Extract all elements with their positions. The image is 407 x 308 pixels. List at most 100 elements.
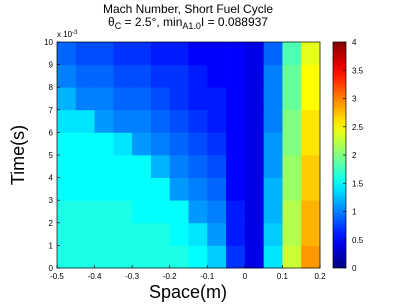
- colorbar-tick-label: 0: [352, 264, 357, 273]
- heat-cell: [282, 245, 302, 269]
- y-tick-label: 6: [49, 128, 54, 137]
- heat-cell: [207, 200, 227, 224]
- heat-cell: [301, 64, 321, 88]
- x-tick-label: -0.3: [125, 272, 139, 281]
- heat-cell: [75, 155, 95, 178]
- heat-cell: [263, 155, 283, 178]
- heat-cell: [282, 42, 302, 65]
- heat-cell: [169, 42, 189, 65]
- heat-cell: [150, 109, 171, 133]
- heat-cell: [132, 155, 152, 178]
- heat-cell: [94, 177, 114, 201]
- y-tick-label: 0: [49, 264, 54, 273]
- heat-cell: [188, 155, 208, 178]
- heat-cell: [57, 245, 77, 269]
- colorbar-tick-label: 3.5: [352, 66, 364, 75]
- x-tick-label: -0.1: [200, 272, 214, 281]
- heat-cell: [150, 64, 171, 88]
- heat-cell: [132, 109, 152, 133]
- heat-cell: [169, 64, 189, 88]
- heat-cell: [150, 222, 171, 246]
- heat-cell: [263, 177, 283, 201]
- subtitle-part: θ: [108, 15, 115, 29]
- heat-cell: [75, 245, 95, 269]
- heat-cell: [132, 64, 152, 88]
- heat-cell: [132, 222, 152, 246]
- heat-cell: [188, 177, 208, 201]
- heat-cell: [301, 109, 321, 133]
- heat-cell: [244, 245, 265, 269]
- heat-cell: [113, 87, 133, 111]
- heat-cell: [150, 200, 171, 224]
- heat-cell: [263, 64, 283, 88]
- heat-cell: [94, 200, 114, 224]
- heat-cell: [282, 222, 302, 246]
- heat-cell: [169, 245, 189, 269]
- heat-cell: [301, 177, 321, 201]
- heat-cell: [207, 109, 227, 133]
- heat-cell: [94, 245, 114, 269]
- heat-cell: [169, 155, 189, 178]
- heat-cell: [113, 42, 133, 65]
- heat-cell: [226, 64, 246, 88]
- heat-cell: [282, 155, 302, 178]
- heat-cell: [113, 177, 133, 201]
- heat-cell: [113, 200, 133, 224]
- heat-cell: [75, 222, 95, 246]
- heat-cell: [301, 200, 321, 224]
- heat-cell: [94, 64, 114, 88]
- heat-cell: [301, 245, 321, 269]
- y-tick-label: 5: [49, 151, 54, 160]
- heat-cell: [244, 200, 265, 224]
- y-tick-label: 8: [49, 83, 54, 92]
- colorbar-tick-label: 3: [352, 95, 357, 104]
- x-axis-label: Space(m): [149, 282, 227, 302]
- heat-cell: [57, 222, 77, 246]
- x-tick-label: -0.2: [163, 272, 177, 281]
- heat-cell: [132, 245, 152, 269]
- x-tick-label: -0.4: [88, 272, 102, 281]
- heat-cell: [244, 87, 265, 111]
- heat-cell: [113, 109, 133, 133]
- heat-cell: [113, 155, 133, 178]
- heat-cell: [150, 42, 171, 65]
- heat-cell: [113, 245, 133, 269]
- subtitle-part: I = 0.088937: [201, 15, 268, 29]
- y-tick-label: 7: [49, 106, 54, 115]
- heat-cell: [282, 177, 302, 201]
- heat-cell: [150, 87, 171, 111]
- heat-cell: [94, 87, 114, 111]
- heat-cell: [301, 87, 321, 111]
- x-tick-label: 0.2: [314, 272, 326, 281]
- heat-cell: [263, 245, 283, 269]
- y-axis-label: Time(s): [8, 125, 28, 185]
- heat-cell: [226, 132, 246, 156]
- heat-cell: [244, 109, 265, 133]
- heat-cell: [263, 87, 283, 111]
- heat-cell: [188, 245, 208, 269]
- heat-cell: [263, 42, 283, 65]
- heat-cell: [207, 245, 227, 269]
- heat-cell: [57, 177, 77, 201]
- y-tick-label: 2: [49, 219, 54, 228]
- x-tick-label: -0.5: [50, 272, 64, 281]
- heat-cell: [75, 177, 95, 201]
- heat-cell: [226, 109, 246, 133]
- heat-cell: [188, 200, 208, 224]
- heat-cell: [226, 155, 246, 178]
- heat-cell: [94, 155, 114, 178]
- heat-cell: [169, 200, 189, 224]
- chart-subtitle: θC = 2.5°, minA1.0I = 0.088937: [108, 15, 268, 31]
- heat-cell: [301, 42, 321, 65]
- heat-cell: [94, 109, 114, 133]
- x-tick-label: 0: [243, 272, 248, 281]
- heat-cell: [263, 109, 283, 133]
- heat-cell: [94, 42, 114, 65]
- heat-cell: [188, 132, 208, 156]
- colorbar-tick-label: 2.5: [352, 123, 364, 132]
- heat-cell: [244, 132, 265, 156]
- heat-cell: [75, 132, 95, 156]
- y-tick-label: 4: [49, 174, 54, 183]
- heat-cell: [282, 64, 302, 88]
